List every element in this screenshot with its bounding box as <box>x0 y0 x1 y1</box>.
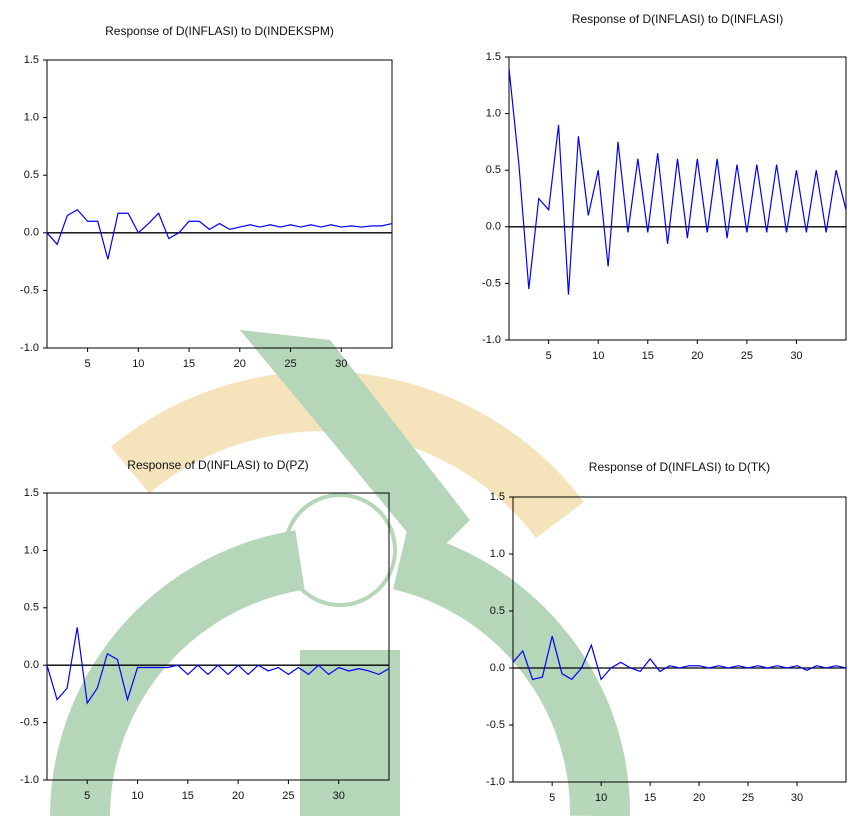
chart-title: Response of D(INFLASI) to D(INDEKSPM) <box>105 24 334 38</box>
x-tick-label: 30 <box>790 350 802 362</box>
x-tick-label: 20 <box>693 792 705 804</box>
x-tick-label: 5 <box>546 350 552 362</box>
chart-title: Response of D(INFLASI) to D(TK) <box>589 460 770 474</box>
x-tick-label: 15 <box>183 358 195 370</box>
chart-title: Response of D(INFLASI) to D(PZ) <box>127 458 308 472</box>
x-tick-label: 10 <box>595 792 607 804</box>
x-tick-label: 5 <box>85 358 91 370</box>
y-tick-label: 0.5 <box>490 605 505 617</box>
y-tick-label: -1.0 <box>20 342 39 354</box>
y-tick-label: 0.5 <box>24 602 39 614</box>
plot-frame <box>47 60 392 348</box>
line-series <box>509 68 846 294</box>
x-tick-label: 25 <box>742 792 754 804</box>
y-tick-label: 0.5 <box>24 169 39 181</box>
x-tick-label: 25 <box>284 358 296 370</box>
y-tick-label: 0.0 <box>24 659 39 671</box>
x-tick-label: 10 <box>131 790 143 802</box>
y-tick-label: 1.0 <box>490 548 505 560</box>
y-tick-label: -1.0 <box>482 334 501 346</box>
plot-frame <box>509 57 846 340</box>
x-tick-label: 15 <box>182 790 194 802</box>
x-tick-label: 20 <box>234 358 246 370</box>
x-tick-label: 20 <box>232 790 244 802</box>
x-tick-label: 5 <box>549 792 555 804</box>
chart: Response of D(INFLASI) to D(INDEKSPM) -1.… <box>0 0 848 816</box>
x-tick-label: 10 <box>132 358 144 370</box>
y-tick-label: 1.5 <box>24 487 39 499</box>
watermark <box>80 330 600 816</box>
y-tick-label: 0.5 <box>486 164 501 176</box>
y-tick-label: 0.0 <box>486 221 501 233</box>
y-tick-label: 1.0 <box>24 112 39 124</box>
y-tick-label: 1.5 <box>486 51 501 63</box>
y-tick-label: 1.0 <box>486 108 501 120</box>
y-tick-label: -0.5 <box>486 719 505 731</box>
y-tick-label: -1.0 <box>20 774 39 786</box>
y-tick-label: 1.5 <box>24 54 39 66</box>
y-tick-label: 0.0 <box>24 227 39 239</box>
y-tick-label: -0.5 <box>20 284 39 296</box>
y-tick-label: -0.5 <box>20 717 39 729</box>
page: {"chart_data": [ {"type": "line", "title… <box>0 0 848 816</box>
x-tick-label: 25 <box>282 790 294 802</box>
y-tick-label: 1.0 <box>24 544 39 556</box>
x-tick-label: 30 <box>335 358 347 370</box>
y-tick-label: -0.5 <box>482 277 501 289</box>
x-tick-label: 10 <box>592 350 604 362</box>
line-series <box>47 210 392 260</box>
x-tick-label: 5 <box>84 790 90 802</box>
y-tick-label: 0.0 <box>490 662 505 674</box>
x-tick-label: 25 <box>741 350 753 362</box>
x-tick-label: 30 <box>333 790 345 802</box>
x-tick-label: 15 <box>642 350 654 362</box>
x-tick-label: 30 <box>791 792 803 804</box>
chart-title: Response of D(INFLASI) to D(INFLASI) <box>572 12 783 26</box>
y-tick-label: 1.5 <box>490 491 505 503</box>
y-tick-label: -1.0 <box>486 776 505 788</box>
x-tick-label: 20 <box>691 350 703 362</box>
x-tick-label: 15 <box>644 792 656 804</box>
